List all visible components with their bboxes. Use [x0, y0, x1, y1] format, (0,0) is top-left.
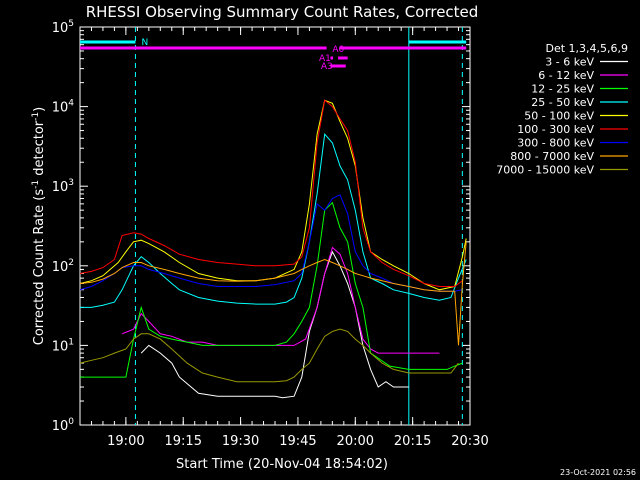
legend-entry-label: 7000 - 15000 keV — [496, 164, 594, 177]
y-tick-label: 104 — [52, 99, 75, 116]
timestamp: 23-Oct-2021 02:56 — [560, 468, 636, 477]
x-axis: 19:00 19:15 19:30 19:45 20:00 20:15 20:30 — [79, 27, 489, 449]
legend-title: Det 1,3,4,5,6,9 — [545, 42, 628, 55]
y-tick-label: 101 — [52, 337, 74, 354]
y-tick-label: 105 — [52, 19, 74, 36]
flag-n-label: N — [141, 38, 148, 48]
series-line-4 — [80, 133, 467, 308]
legend-entry-label: 300 - 800 keV — [517, 137, 594, 150]
flag-a3-label: A3 — [321, 62, 333, 72]
series-line-8 — [80, 241, 467, 346]
x-tick-label: 20:00 — [337, 434, 374, 449]
series-line-7 — [80, 194, 463, 292]
x-tick-label: 20:30 — [451, 434, 488, 449]
legend-entry-label: 3 - 6 keV — [545, 56, 594, 69]
flag-a0-label: A0 — [332, 45, 344, 55]
x-tick-label: 19:45 — [279, 434, 316, 449]
chart-title: RHESSI Observing Summary Count Rates, Co… — [86, 3, 479, 21]
x-axis-label: Start Time (20-Nov-04 18:54:02) — [176, 457, 388, 472]
series-line-9 — [80, 328, 459, 383]
x-tick-label: 20:15 — [394, 434, 431, 449]
legend-entry-label: 6 - 12 keV — [538, 69, 594, 82]
flag-a1-label: A1 — [319, 54, 331, 64]
series-line-3 — [80, 201, 463, 378]
x-tick-label: 19:15 — [165, 434, 202, 449]
series-line-6 — [80, 99, 463, 287]
series-line-5 — [80, 99, 467, 291]
legend-entry-label: 100 - 300 keV — [517, 123, 594, 136]
y-tick-label: 100 — [52, 417, 75, 434]
y-tick-label: 103 — [52, 178, 74, 195]
x-tick-label: 19:30 — [222, 434, 259, 449]
series-group — [80, 99, 467, 399]
legend-entry-label: 800 - 7000 keV — [510, 150, 594, 163]
vertical-markers — [134, 27, 463, 425]
legend-entry-label: 12 - 25 keV — [531, 83, 594, 96]
x-tick-label: 19:00 — [107, 434, 144, 449]
y-tick-label: 102 — [52, 258, 74, 275]
legend-entry-label: 25 - 50 keV — [531, 96, 594, 109]
legend-entry-label: 50 - 100 keV — [524, 110, 594, 123]
y-axis-label: Corrected Count Rate (s-1 detector-1) — [31, 107, 47, 345]
series-line-1 — [140, 250, 409, 399]
series-line-2 — [121, 246, 440, 354]
